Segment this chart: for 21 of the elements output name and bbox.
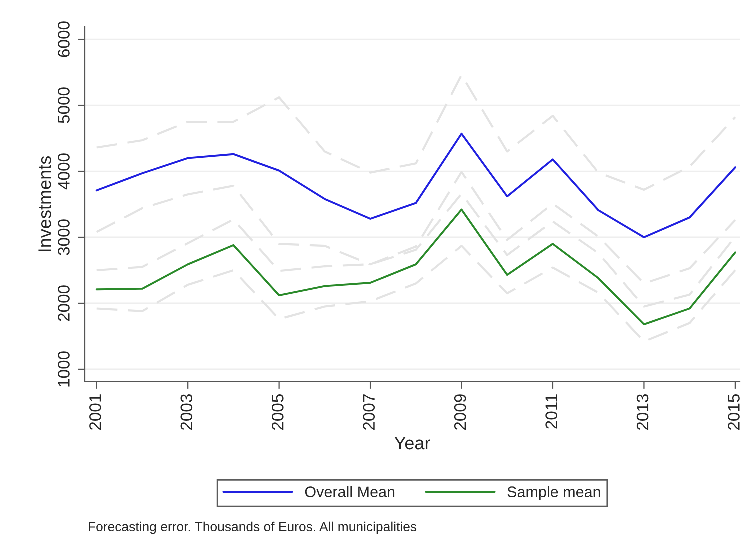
- y-axis-title: Investments: [38, 156, 52, 252]
- y-tick-label: 4000: [58, 154, 70, 190]
- y-tick-label: 1000: [58, 352, 70, 387]
- y-tick-label: 5000: [58, 88, 70, 124]
- x-tick-label: 2011: [546, 394, 558, 429]
- y-tick-label: 6000: [58, 22, 70, 58]
- line-series: [96, 208, 736, 326]
- text: Forecasting error. Thousands of Euros. All municipalities: [89, 522, 417, 534]
- x-tick-label: 2005: [272, 394, 284, 430]
- x-tick-label: 2007: [363, 394, 376, 430]
- y-tick-label: 3000: [58, 220, 70, 256]
- x-tick-label: 2003: [180, 394, 193, 430]
- x-axis-title: Year: [394, 437, 430, 450]
- legend-label: Sample mean: [508, 486, 600, 501]
- line-series: [96, 132, 736, 238]
- x-tick-label: 2013: [636, 394, 649, 430]
- x-tick-label: 2009: [454, 394, 466, 430]
- x-tick-label: 2001: [90, 394, 102, 430]
- x-tick-label: 2015: [728, 394, 740, 430]
- y-tick-label: 2000: [58, 286, 70, 322]
- legend-label: Overall Mean: [305, 486, 395, 498]
